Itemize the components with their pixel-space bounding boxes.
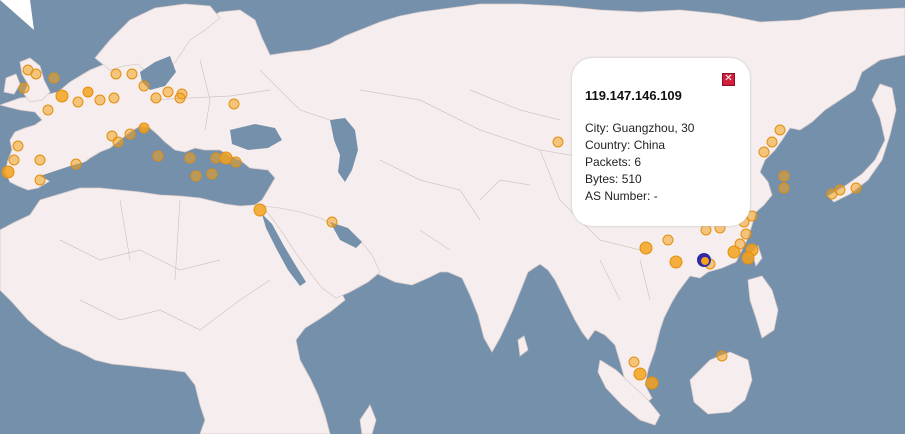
popup-title: 119.147.146.109 xyxy=(585,88,682,103)
arabian-peninsula xyxy=(261,205,381,299)
marker-europe[interactable] xyxy=(30,68,42,80)
great-britain xyxy=(19,57,51,103)
marker-sea[interactable] xyxy=(645,376,659,390)
marker-europe[interactable] xyxy=(94,94,106,106)
red-sea xyxy=(262,214,306,286)
marker-europe[interactable] xyxy=(126,68,138,80)
info-popup xyxy=(572,58,750,226)
popup-row-value: China xyxy=(633,138,666,152)
marker-iberia[interactable] xyxy=(1,165,15,179)
popup-row-packets: Packets: 6 xyxy=(585,155,641,169)
marker-asia[interactable] xyxy=(766,136,778,148)
close-icon[interactable]: ✕ xyxy=(722,73,735,86)
madagascar xyxy=(359,404,377,434)
baltic-sea xyxy=(140,56,176,90)
sumatra xyxy=(597,359,661,426)
marker-europe[interactable] xyxy=(138,80,150,92)
marker-europe[interactable] xyxy=(124,128,136,140)
ireland xyxy=(3,73,21,95)
marker-china[interactable] xyxy=(734,238,746,250)
marker-japan[interactable] xyxy=(834,184,846,196)
marker-asia[interactable] xyxy=(774,124,786,136)
popup-row-label: Country: xyxy=(585,138,631,152)
scandinavia xyxy=(94,3,221,77)
popup-row-country: Country: China xyxy=(585,138,665,152)
marker-mediterranean[interactable] xyxy=(152,150,164,162)
marker-iberia[interactable] xyxy=(8,154,20,166)
marker-asia[interactable] xyxy=(552,136,564,148)
marker-asia[interactable] xyxy=(778,170,790,182)
marker-europe[interactable] xyxy=(42,104,54,116)
marker-europe[interactable] xyxy=(48,72,60,84)
popup-row-value: 6 xyxy=(634,155,642,169)
marker-europe[interactable] xyxy=(108,92,120,104)
marker-china[interactable] xyxy=(662,234,674,246)
marker-asia[interactable] xyxy=(778,182,790,194)
marker-mediterranean[interactable] xyxy=(206,168,218,180)
packet-markers xyxy=(1,64,862,390)
black-sea xyxy=(230,124,282,150)
philippines xyxy=(747,275,779,339)
marker-china[interactable] xyxy=(700,224,712,236)
caspian-sea xyxy=(330,118,358,182)
marker-china[interactable] xyxy=(741,251,755,265)
marker-europe[interactable] xyxy=(18,82,30,94)
marker-iberia[interactable] xyxy=(34,174,46,186)
marker-china[interactable] xyxy=(727,245,741,259)
popup-row-bytes: Bytes: 510 xyxy=(585,172,642,186)
popup-row-label: AS Number: xyxy=(585,189,651,203)
marker-china[interactable] xyxy=(740,228,752,240)
japan xyxy=(827,83,897,203)
marker-mediterranean[interactable] xyxy=(219,151,233,165)
marker-europe[interactable] xyxy=(82,86,94,98)
marker-japan[interactable] xyxy=(850,182,862,194)
popup-row-value: - xyxy=(653,189,658,203)
marker-europe[interactable] xyxy=(162,86,174,98)
marker-mediterranean[interactable] xyxy=(70,158,82,170)
popup-row-label: Bytes: xyxy=(585,172,619,186)
marker-middle-east[interactable] xyxy=(253,203,267,217)
marker-mediterranean[interactable] xyxy=(184,152,196,164)
marker-europe[interactable] xyxy=(174,92,186,104)
selected-marker[interactable] xyxy=(697,253,711,267)
marker-europe[interactable] xyxy=(55,89,69,103)
popup-row-as-number: AS Number: - xyxy=(585,189,658,203)
marker-iberia[interactable] xyxy=(34,154,46,166)
marker-sea[interactable] xyxy=(633,367,647,381)
marker-mediterranean[interactable] xyxy=(190,170,202,182)
popup-tail xyxy=(0,0,34,30)
popup-row-city: City: Guangzhou, 30 xyxy=(585,121,694,135)
marker-iberia[interactable] xyxy=(12,140,24,152)
popup-row-label: Packets: xyxy=(585,155,632,169)
marker-china[interactable] xyxy=(669,255,683,269)
marker-europe[interactable] xyxy=(138,122,150,134)
eurasia-africa-landmass xyxy=(0,3,905,434)
marker-europe[interactable] xyxy=(150,92,162,104)
marker-china[interactable] xyxy=(639,241,653,255)
marker-sea[interactable] xyxy=(716,350,728,362)
sri-lanka xyxy=(517,335,529,357)
popup-row-value: Guangzhou, 30 xyxy=(612,121,695,135)
marker-sea[interactable] xyxy=(628,356,640,368)
marker-mediterranean[interactable] xyxy=(230,156,242,168)
marker-europe[interactable] xyxy=(72,96,84,108)
marker-asia[interactable] xyxy=(758,146,770,158)
persian-gulf xyxy=(330,222,362,248)
marker-europe[interactable] xyxy=(228,98,240,110)
popup-row-value: 510 xyxy=(621,172,642,186)
marker-europe[interactable] xyxy=(112,136,124,148)
country-borders xyxy=(59,59,741,331)
popup-row-label: City: xyxy=(585,121,609,135)
marker-middle-east[interactable] xyxy=(326,216,338,228)
marker-europe[interactable] xyxy=(110,68,122,80)
